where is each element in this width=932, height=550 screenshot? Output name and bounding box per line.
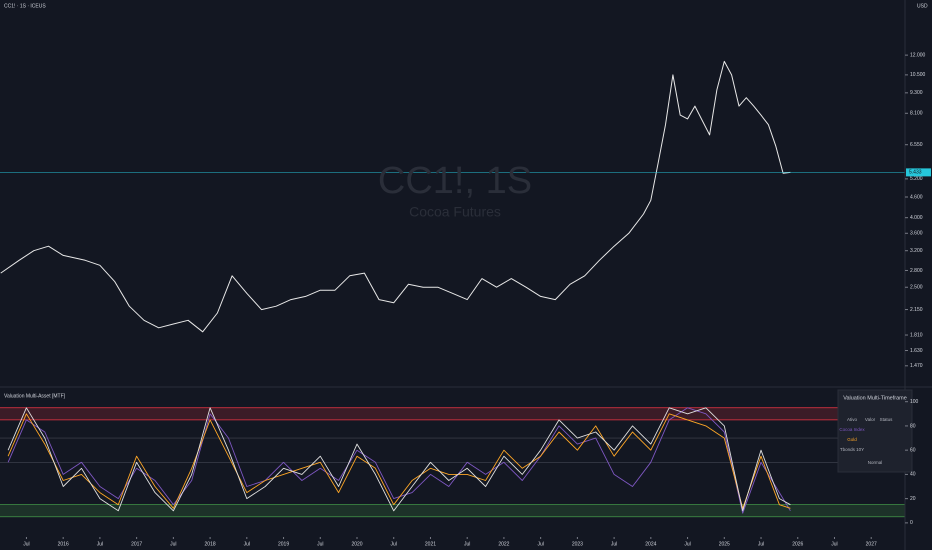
x-tick-label: Jul bbox=[611, 541, 617, 547]
x-tick-label: Jul bbox=[23, 541, 29, 547]
series-line bbox=[0, 60, 791, 333]
series-line bbox=[7, 407, 791, 512]
y-tick-label: 20 bbox=[910, 496, 916, 502]
table-title: Valuation Multi-Timeframe bbox=[843, 395, 907, 401]
y-tick-label: 60 bbox=[910, 447, 916, 453]
y-tick-label: 3.600 bbox=[910, 231, 923, 237]
x-tick-label: Jul bbox=[758, 541, 764, 547]
y-tick-label: 4.600 bbox=[910, 194, 923, 200]
y-tick-label: 4.000 bbox=[910, 215, 923, 221]
y-tick-label: 100 bbox=[910, 399, 919, 405]
x-tick-label: Jul bbox=[464, 541, 470, 547]
y-tick-label: 1.810 bbox=[910, 332, 923, 338]
y-tick-label: 0 bbox=[910, 520, 913, 526]
info-table: Valuation Multi-Timeframe Ativo Valor St… bbox=[837, 389, 913, 473]
table-header: Status bbox=[880, 417, 894, 422]
x-tick-label: 2022 bbox=[498, 541, 509, 547]
indicator-title: Valuation Multi-Asset [MTF] bbox=[4, 393, 66, 399]
zone-band bbox=[0, 504, 905, 517]
table-header: Valor bbox=[865, 417, 876, 422]
y-tick-label: 1.630 bbox=[910, 348, 923, 354]
x-tick-label: Jul bbox=[684, 541, 690, 547]
table-footer: Normal bbox=[868, 460, 883, 465]
y-tick-label: 80 bbox=[910, 423, 916, 429]
y-tick-label: 2.800 bbox=[910, 268, 923, 274]
x-tick-label: Jul bbox=[244, 541, 250, 547]
x-tick-label: 2027 bbox=[866, 541, 877, 547]
y-tick-label: 1.470 bbox=[910, 363, 923, 369]
table-header: Ativo bbox=[847, 417, 858, 422]
x-tick-label: Jul bbox=[170, 541, 176, 547]
x-tick-label: 2017 bbox=[131, 541, 142, 547]
y-tick-label: 5.200 bbox=[910, 176, 923, 182]
y-tick-label: 6.550 bbox=[910, 142, 923, 148]
symbol-header: CC1! · 1S · ICEUS bbox=[4, 3, 46, 9]
table-cell: Tbonds 10Y bbox=[840, 447, 864, 452]
x-tick-label: 2016 bbox=[58, 541, 69, 547]
x-tick-label: Jul bbox=[537, 541, 543, 547]
x-tick-label: 2019 bbox=[278, 541, 289, 547]
watermark: CC1!, 1S bbox=[378, 160, 532, 202]
y-tick-label: 2.150 bbox=[910, 307, 923, 313]
x-tick-label: 2021 bbox=[425, 541, 436, 547]
x-tick-label: 2025 bbox=[719, 541, 730, 547]
x-tick-label: 2023 bbox=[572, 541, 583, 547]
y-tick-label: 12.000 bbox=[910, 52, 926, 58]
last-price-box bbox=[906, 168, 931, 177]
y-tick-label: 3.200 bbox=[910, 248, 923, 254]
y-tick-label: 9.300 bbox=[910, 90, 923, 96]
table-bg bbox=[837, 389, 913, 473]
series-line bbox=[7, 407, 791, 514]
table-cell: Gold bbox=[847, 437, 857, 442]
y-tick-label: 40 bbox=[910, 472, 916, 478]
x-tick-label: Jul bbox=[317, 541, 323, 547]
y-tick-label: 8.100 bbox=[910, 111, 923, 117]
axis-layer: 12.000 10.500 9.300 8.100 6.550 5.200 4.600 4.0… bbox=[23, 52, 931, 547]
x-tick-label: Jul bbox=[391, 541, 397, 547]
x-tick-label: 2024 bbox=[645, 541, 656, 547]
y-tick-label: 10.500 bbox=[910, 72, 926, 78]
last-price-label: 5.433 bbox=[909, 170, 922, 176]
table-cell: Cocoa Index bbox=[839, 427, 865, 432]
series-line bbox=[7, 413, 791, 509]
x-tick-label: 2018 bbox=[205, 541, 216, 547]
zone-band bbox=[0, 407, 905, 420]
y-tick-label: 2.500 bbox=[910, 285, 923, 291]
x-tick-label: 2026 bbox=[792, 541, 803, 547]
x-tick-label: Jul bbox=[831, 541, 837, 547]
x-tick-label: Jul bbox=[97, 541, 103, 547]
x-tick-label: 2020 bbox=[351, 541, 362, 547]
currency: USD bbox=[917, 3, 928, 9]
watermark-subtitle: Cocoa Futures bbox=[409, 204, 501, 220]
plot-layer bbox=[0, 60, 905, 518]
